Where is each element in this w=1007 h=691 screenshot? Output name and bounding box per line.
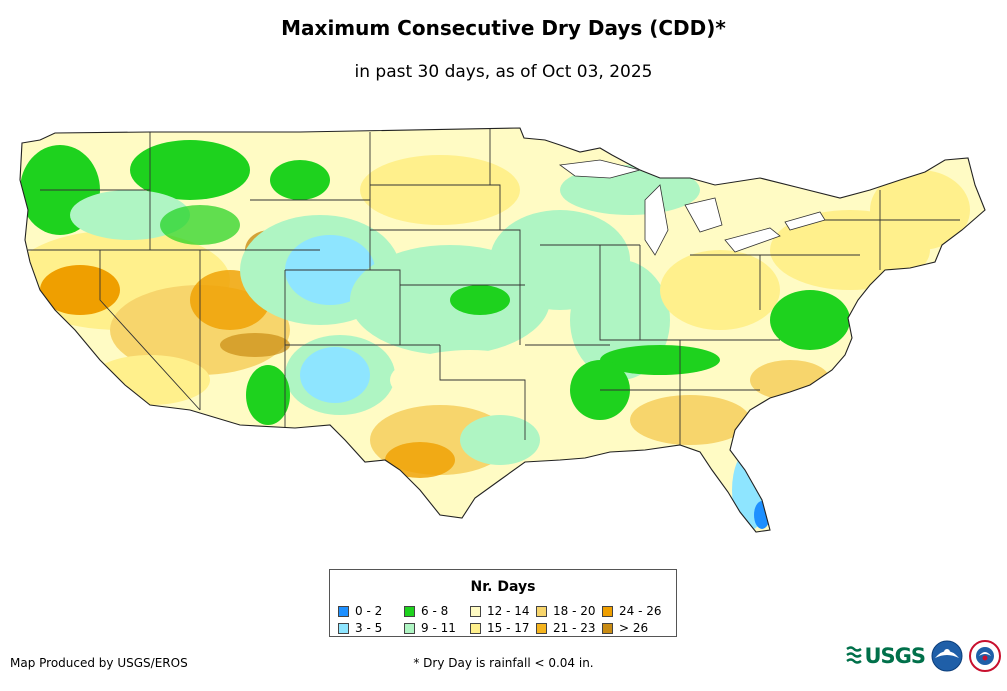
noaa-icon — [931, 640, 963, 672]
legend-swatch — [338, 605, 349, 617]
legend-label: 21 - 23 — [553, 621, 596, 635]
agency-logos: USGS — [846, 640, 1001, 672]
legend-label: 9 - 11 — [421, 621, 456, 635]
legend-label: > 26 — [619, 621, 649, 635]
legend-label: 3 - 5 — [355, 621, 383, 635]
legend-swatch — [536, 622, 547, 634]
cdd-raster — [20, 128, 985, 532]
legend-item: 15 - 17 — [470, 620, 536, 636]
legend-label: 24 - 26 — [619, 604, 662, 618]
legend-label: 12 - 14 — [487, 604, 530, 618]
legend-swatch — [536, 605, 547, 617]
legend-swatch — [602, 605, 613, 617]
legend-swatch — [470, 605, 481, 617]
legend-items: 0 - 2 3 - 5 6 - 8 9 - 11 12 - 14 15 - 17… — [338, 603, 668, 636]
legend-swatch — [404, 622, 415, 634]
legend-item: > 26 — [602, 620, 668, 636]
legend-label: 15 - 17 — [487, 621, 530, 635]
legend-label: 18 - 20 — [553, 604, 596, 618]
legend-item: 6 - 8 — [404, 603, 470, 619]
credit-text: Map Produced by USGS/EROS — [10, 656, 188, 670]
legend-swatch — [602, 622, 613, 634]
usgs-logo-text: USGS — [864, 644, 926, 668]
legend-swatch — [470, 622, 481, 634]
legend-item: 12 - 14 — [470, 603, 536, 619]
legend-item: 9 - 11 — [404, 620, 470, 636]
legend-label: 6 - 8 — [421, 604, 449, 618]
legend-swatch — [338, 622, 349, 634]
state-boundaries — [28, 128, 960, 445]
legend-title: Nr. Days — [470, 579, 536, 595]
nws-icon — [969, 640, 1001, 672]
legend-swatch — [404, 605, 415, 617]
footnote-text: * Dry Day is rainfall < 0.04 in. — [413, 656, 594, 670]
legend-item: 21 - 23 — [536, 620, 602, 636]
map-title: Maximum Consecutive Dry Days (CDD)* — [281, 16, 726, 40]
map-subtitle: in past 30 days, as of Oct 03, 2025 — [354, 62, 653, 82]
usgs-logo: USGS — [846, 644, 926, 668]
usgs-wave-icon — [846, 646, 863, 664]
legend-item: 3 - 5 — [338, 620, 404, 636]
legend-item: 0 - 2 — [338, 603, 404, 619]
legend-item: 24 - 26 — [602, 603, 668, 619]
us-outline — [19, 127, 986, 533]
us-cdd-map — [19, 127, 986, 533]
great-lakes — [558, 159, 826, 256]
legend-label: 0 - 2 — [355, 604, 383, 618]
legend: Nr. Days 0 - 2 3 - 5 6 - 8 9 - 11 12 - 1… — [329, 569, 677, 637]
legend-item: 18 - 20 — [536, 603, 602, 619]
